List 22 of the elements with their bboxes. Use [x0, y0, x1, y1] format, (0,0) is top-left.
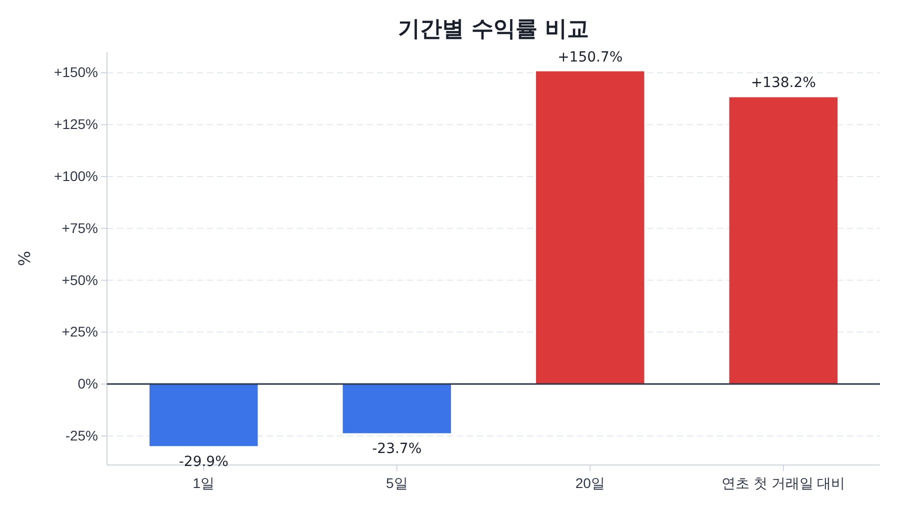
y-axis-title: % [15, 250, 34, 266]
y-tick-label: +100% [54, 168, 98, 184]
y-tick-label: +125% [54, 116, 98, 132]
y-tick-label: -25% [65, 427, 98, 444]
data-label: -29.9% [178, 454, 228, 470]
x-tick-label: 연초 첫 거래일 대비 [722, 475, 846, 491]
data-label: +150.7% [558, 49, 623, 66]
data-label: +138.2% [750, 75, 816, 92]
bar [729, 97, 838, 384]
x-tick-label: 5일 [386, 475, 408, 491]
bar [150, 384, 258, 446]
y-tick-label: +75% [62, 220, 98, 236]
x-tick-label: 1일 [192, 475, 215, 491]
x-tick-label: 20일 [575, 475, 605, 491]
y-tick-label: +25% [62, 324, 98, 340]
y-tick-label: 0% [78, 376, 98, 392]
chart-title: 기간별 수익률 비교 [398, 17, 590, 42]
data-label: -23.7% [372, 441, 422, 458]
bar [536, 71, 644, 384]
y-tick-label: +150% [54, 64, 98, 80]
bar [342, 384, 451, 434]
y-tick-label: +50% [62, 272, 98, 288]
